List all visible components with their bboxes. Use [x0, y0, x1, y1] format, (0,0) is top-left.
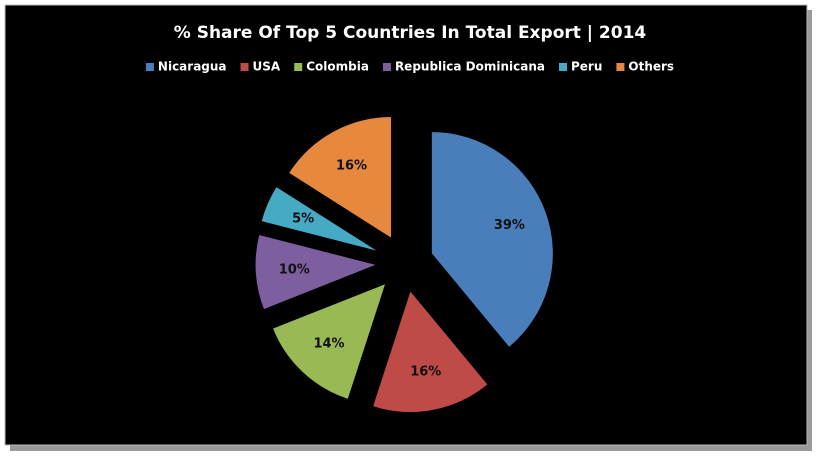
pie-slice — [254, 233, 379, 311]
data-label: 10% — [279, 262, 310, 277]
pie-slice — [430, 131, 554, 349]
legend-swatch — [382, 63, 391, 71]
data-label: 39% — [494, 218, 525, 233]
legend-swatch — [294, 63, 303, 71]
data-label: 16% — [410, 364, 441, 379]
legend-swatch — [616, 63, 625, 71]
pie-slice — [371, 289, 489, 413]
data-label: 14% — [313, 336, 344, 351]
pie-slice — [260, 185, 380, 253]
legend-swatch — [145, 63, 154, 71]
legend-swatch — [558, 63, 567, 71]
legend-label: Others — [628, 60, 674, 74]
legend-label: Nicaragua — [158, 60, 227, 74]
legend-label: Republica Dominicana — [395, 60, 545, 74]
pie-slice — [271, 282, 387, 401]
data-label: 16% — [336, 158, 367, 173]
pie-slice — [287, 115, 393, 240]
legend-label: Colombia — [306, 60, 369, 74]
legend-label: USA — [253, 60, 281, 74]
data-label: 5% — [292, 211, 314, 226]
legend-swatch — [240, 63, 249, 71]
legend-label: Peru — [571, 60, 602, 74]
chart-title: % Share Of Top 5 Countries In Total Expo… — [174, 23, 647, 43]
